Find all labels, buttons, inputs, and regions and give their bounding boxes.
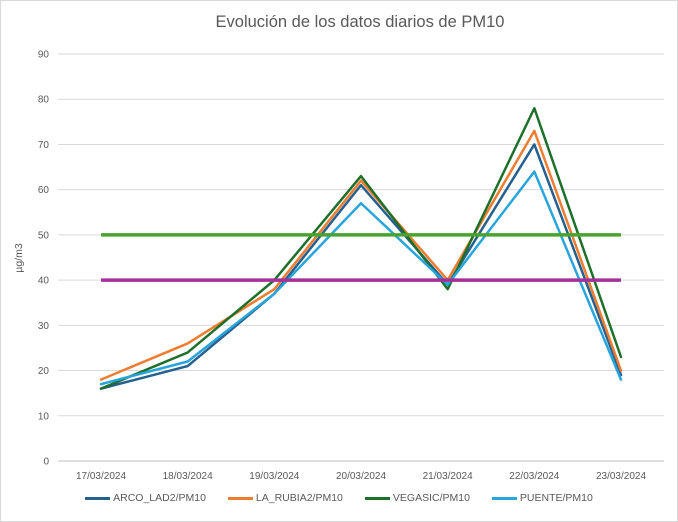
x-tick-label-1: 18/03/2024 [163,471,213,482]
y-tick-label-10: 10 [38,411,50,422]
legend-swatch-icon [491,496,517,500]
y-tick-label-50: 50 [38,230,50,241]
series-line-la-rubia2-pm10 [99,129,623,381]
x-tick-label-2: 19/03/2024 [249,471,299,482]
series-line-vegasic-pm10 [99,107,623,390]
x-tick-label-6: 23/03/2024 [596,471,646,482]
series-line-puente-pm10 [99,170,623,386]
legend-label: ARCO_LAD2/PM10 [113,492,206,504]
legend-swatch-icon [227,496,253,500]
legend-item-puente-pm10: PUENTE/PM10 [491,492,593,504]
legend-label: VEGASIC/PM10 [392,492,470,504]
legend-item-arco-lad2-pm10: ARCO_LAD2/PM10 [85,492,206,504]
x-tick-label-4: 21/03/2024 [423,471,473,482]
x-tick-label-5: 22/03/2024 [509,471,559,482]
legend-item-la-rubia2-pm10: LA_RUBIA2/PM10 [227,492,343,504]
chart-legend: ARCO_LAD2/PM10 LA_RUBIA2/PM10 VEGASIC/PM10… [1,489,677,507]
chart-title: Evolución de los datos diarios de PM10 [215,13,505,31]
y-tick-label-60: 60 [38,185,50,196]
legend-item-vegasic-pm10: VEGASIC/PM10 [364,492,470,504]
y-tick-label-70: 70 [38,140,50,151]
y-tick-label-40: 40 [38,276,50,287]
y-tick-label-0: 0 [43,457,49,468]
legend-swatch-icon [364,496,390,500]
legend-swatch-icon [85,496,111,500]
y-tick-label-30: 30 [38,321,50,332]
y-tick-label-90: 90 [38,50,50,61]
y-tick-label-20: 20 [38,366,50,377]
x-tick-label-0: 17/03/2024 [76,471,126,482]
x-tick-label-3: 20/03/2024 [336,471,386,482]
y-tick-label-80: 80 [38,95,50,106]
series-line-arco-lad2-pm10 [99,143,623,390]
y-axis-title: µg/m3 [13,243,25,273]
legend-label: LA_RUBIA2/PM10 [255,492,343,504]
legend-label: PUENTE/PM10 [519,492,593,504]
